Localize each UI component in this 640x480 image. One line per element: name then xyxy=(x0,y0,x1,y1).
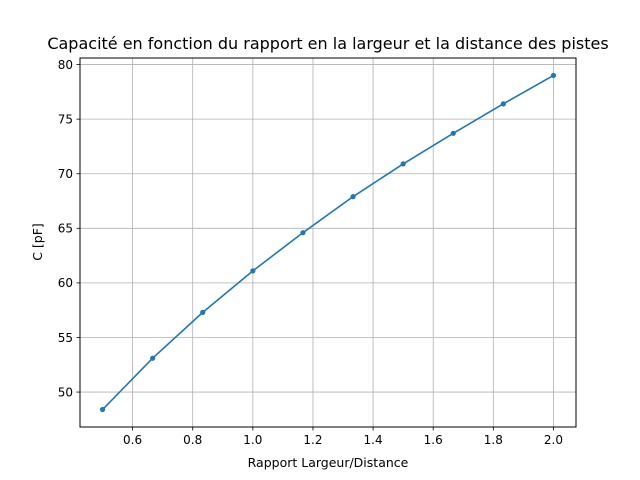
data-point xyxy=(450,130,456,136)
x-tick-label: 0.6 xyxy=(123,433,142,447)
y-tick-label: 80 xyxy=(58,58,73,72)
x-axis-title: Rapport Largeur/Distance xyxy=(248,455,409,470)
x-tick-label: 1.6 xyxy=(424,433,443,447)
y-tick-label: 70 xyxy=(58,167,73,181)
x-tick-label: 1.4 xyxy=(364,433,383,447)
x-tick-label: 1.0 xyxy=(243,433,262,447)
y-tick-label: 50 xyxy=(58,385,73,399)
chart-title: Capacité en fonction du rapport en la la… xyxy=(47,34,608,53)
y-tick-label: 60 xyxy=(58,276,73,290)
x-tick-label: 1.2 xyxy=(303,433,322,447)
y-axis-title: C [pF] xyxy=(30,223,45,261)
data-point xyxy=(500,101,506,107)
y-tick-label: 55 xyxy=(58,331,73,345)
data-point xyxy=(150,355,156,361)
x-tick-label: 0.8 xyxy=(183,433,202,447)
data-point xyxy=(300,230,306,236)
y-tick-label: 65 xyxy=(58,222,73,236)
x-tick-label: 1.8 xyxy=(484,433,503,447)
data-point xyxy=(200,309,206,315)
x-tick-label: 2.0 xyxy=(544,433,563,447)
data-point xyxy=(99,406,106,413)
data-point xyxy=(250,268,256,274)
series-layer xyxy=(99,72,557,413)
data-point xyxy=(550,72,557,79)
y-tick-label: 75 xyxy=(58,112,73,126)
series-line xyxy=(101,74,555,411)
data-point xyxy=(350,194,356,200)
grid xyxy=(80,58,576,427)
data-point xyxy=(400,161,406,167)
ticks: 0.6 0.8 1.0 1.2 1.4 1.6 1.8 2.0 50 55 60 65 70 75 80 xyxy=(58,58,563,447)
plot-frame xyxy=(79,57,577,428)
